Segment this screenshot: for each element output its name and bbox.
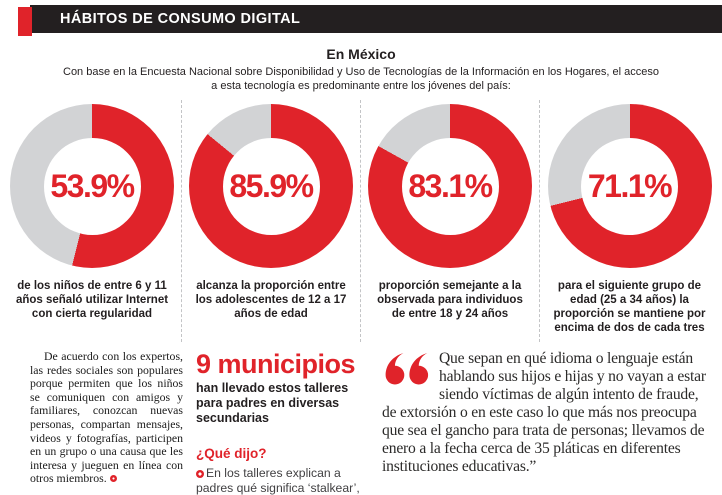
donut-value-4: 71.1% <box>587 167 673 204</box>
chart-column-1: 53.9% de los niños de entre 6 y 11 años … <box>3 100 182 342</box>
header-title: HÁBITOS DE CONSUMO DIGITAL <box>60 11 301 27</box>
intro-text: Con base en la Encuesta Nacional sobre D… <box>63 66 659 92</box>
bullet-icon <box>196 470 204 478</box>
chart-caption-1: de los niños de entre 6 y 11 años señaló… <box>15 280 169 320</box>
header-bar <box>30 5 722 33</box>
donut-value-3: 83.1% <box>408 167 493 204</box>
question-body: En los talleres explican a padres qué si… <box>196 466 368 495</box>
municipios-column: 9 municipios han llevado estos talleres … <box>196 350 368 495</box>
open-quote-icon <box>382 353 432 389</box>
article-column: De acuerdo con los expertos, las redes s… <box>30 349 183 495</box>
question-heading: ¿Qué dijo? <box>196 446 267 461</box>
charts-row: 53.9% de los niños de entre 6 y 11 años … <box>3 100 719 342</box>
end-mark-icon <box>109 475 117 483</box>
bottom-section: De acuerdo con los expertos, las redes s… <box>30 349 718 495</box>
chart-caption-3: proporción semejante a la observada para… <box>377 280 523 320</box>
chart-column-3: 83.1% proporción semejante a la observad… <box>361 100 540 342</box>
intro-section: En México Con base en la Encuesta Nacion… <box>0 46 722 93</box>
chart-caption-4: para el siguiente grupo de edad (25 a 34… <box>553 280 706 334</box>
donut-chart-2: 85.9% <box>189 104 353 268</box>
header-accent-block <box>18 7 32 36</box>
donut-chart-1: 53.9% <box>10 104 174 268</box>
chart-column-2: 85.9% alcanza la proporción entre los ad… <box>182 100 361 342</box>
municipios-headline: 9 municipios <box>196 349 356 379</box>
quote-block: Que sepan en qué idioma o lenguaje están… <box>382 350 716 476</box>
donut-chart-4: 71.1% <box>547 104 712 268</box>
chart-column-4: 71.1% para el siguiente grupo de edad (2… <box>540 100 719 342</box>
article-body: De acuerdo con los expertos, las redes s… <box>30 349 183 486</box>
chart-caption-2: alcanza la proporción entre los adolesce… <box>195 280 347 320</box>
article-text: De acuerdo con los expertos, las redes s… <box>30 349 183 486</box>
question-body-text: En los talleres explican a padres qué si… <box>196 466 360 495</box>
donut-value-1: 53.9% <box>50 167 135 204</box>
donut-value-2: 85.9% <box>229 167 314 204</box>
municipios-subhead: han llevado estos talleres para padres e… <box>196 381 349 425</box>
donut-chart-3: 83.1% <box>368 104 532 268</box>
quote-column: Que sepan en qué idioma o lenguaje están… <box>382 350 718 495</box>
intro-title: En México <box>326 46 396 62</box>
quote-text: Que sepan en qué idioma o lenguaje están… <box>382 350 706 475</box>
